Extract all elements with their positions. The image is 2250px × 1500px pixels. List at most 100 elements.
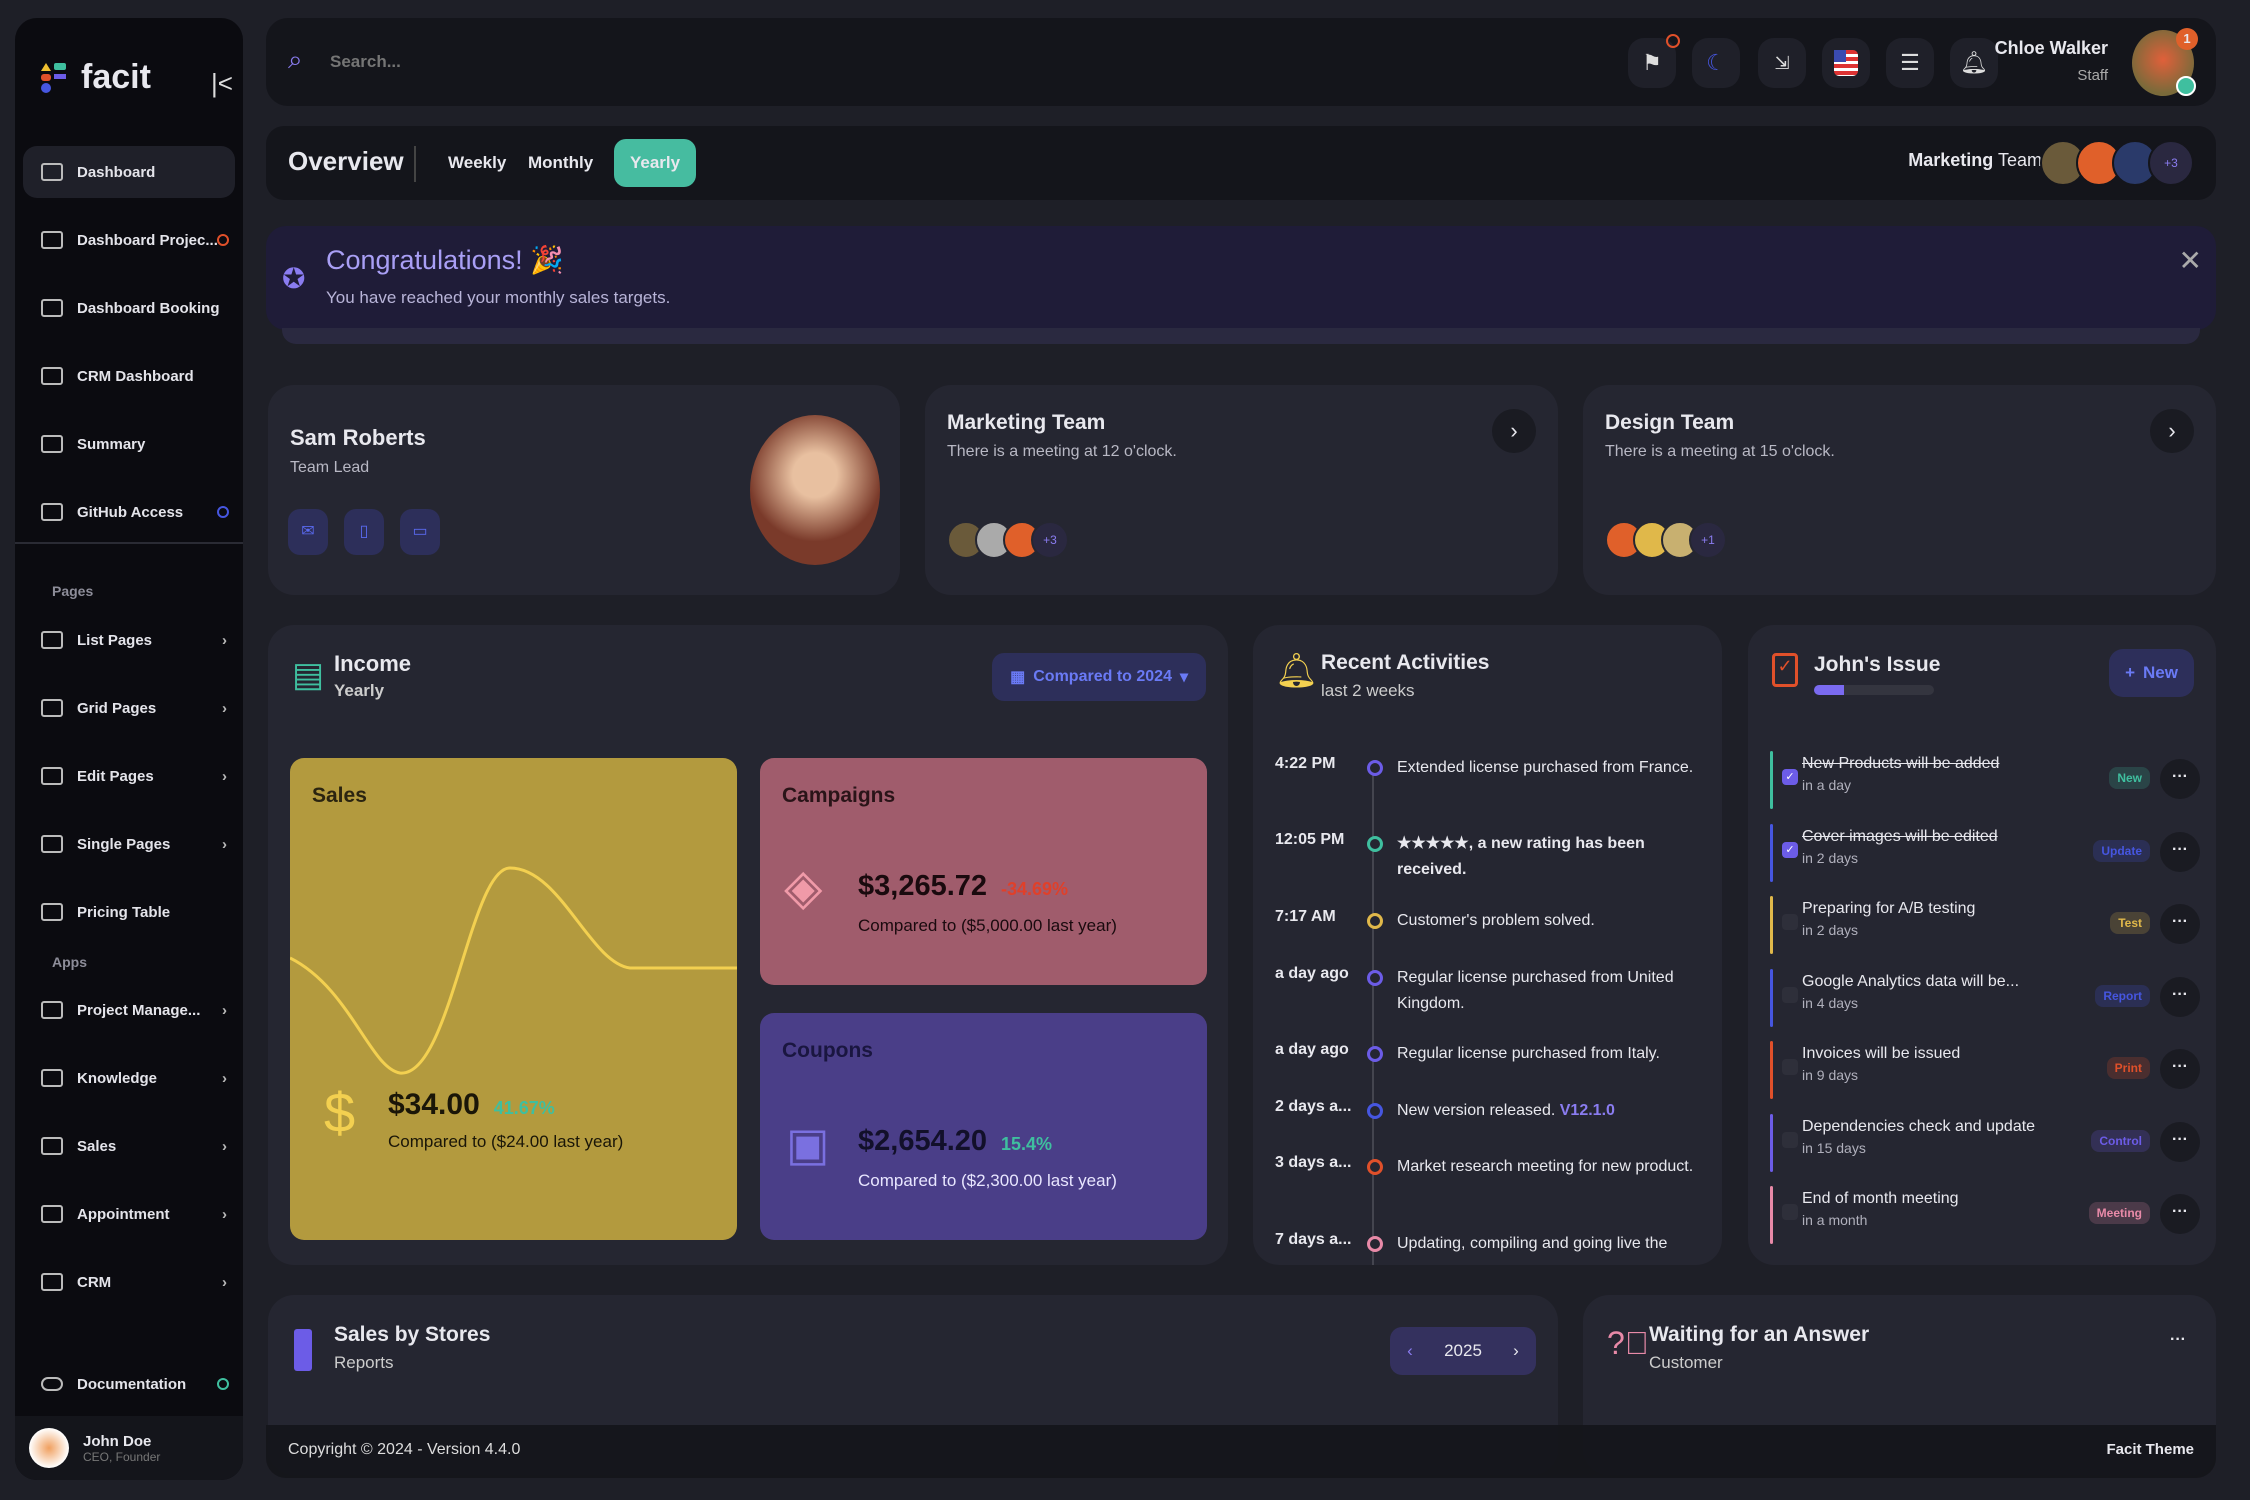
issue-checkbox[interactable]: ✓ [1782,769,1798,785]
calendar-icon: ▦ [1010,669,1026,686]
tab-weekly[interactable]: Weekly [448,153,507,172]
chevron-right-icon[interactable]: › [2150,409,2194,453]
language-button[interactable] [1822,38,1870,88]
activity-time: a day ago [1275,965,1349,982]
issue-checkbox[interactable] [1782,914,1798,930]
message-button[interactable]: ▭ [400,509,440,555]
issue-due: in 2 days [1802,922,1859,938]
sidebar-item-single-pages[interactable]: Single Pages › [23,818,235,870]
activity-text: ★★★★★, a new rating has been received. [1397,835,1645,878]
menu-item-icon [41,503,63,521]
issue-badge: Print [2106,1057,2150,1079]
notifications-button[interactable]: 🔔︎ [1950,38,1998,88]
theme-link[interactable]: Facit Theme [2106,1441,2194,1458]
sidebar-item-project-manage[interactable]: Project Manage... › [23,984,235,1036]
next-year-button[interactable]: › [1513,1341,1519,1360]
tab-yearly[interactable]: Yearly [614,139,697,187]
coupons-value-row: $2,654.20 15.4% [858,1125,1052,1158]
issue-checkbox[interactable] [1782,1131,1798,1148]
progress-fill [1814,685,1844,695]
issue-item[interactable]: Preparing for A/B testing in 2 days Test ··… [1770,896,2200,954]
search-input[interactable] [330,46,830,78]
sidebar-item-crm[interactable]: CRM › [23,1256,235,1308]
issue-item[interactable]: Invoices will be issued in 9 days Print ··· [1770,1041,2200,1099]
sidebar-item-grid-pages[interactable]: Grid Pages › [23,682,235,734]
phone-button[interactable]: ▯ [344,509,384,555]
menu-item-icon [41,367,63,385]
sidebar-user[interactable]: John Doe CEO, Founder [15,1416,243,1480]
dark-mode-button[interactable]: ☾ [1692,38,1740,88]
sidebar-item-label: Project Manage... [77,1001,201,1019]
sidebar-item-pricing-table[interactable]: Pricing Table [23,886,235,938]
team-label: Marketing Team [1908,150,2042,171]
team-avatars[interactable]: +3 [2040,140,2194,186]
menu-item-icon [41,435,63,453]
sidebar-item-dashboard-booking[interactable]: Dashboard Booking [23,282,235,334]
more-options-button[interactable]: ··· [2160,1121,2200,1162]
notification-dot [1666,34,1680,48]
more-options-button[interactable]: ··· [2160,976,2200,1017]
user-menu[interactable]: Chloe Walker Staff [1995,38,2108,84]
settings-button[interactable]: ☰ [1886,38,1934,88]
email-button[interactable]: ✉ [288,509,328,555]
menu-item-icon [41,835,63,853]
card-title: Waiting for an Answer [1649,1323,1870,1346]
new-issue-button[interactable]: + New [2109,649,2194,697]
user-role: Staff [2077,67,2108,84]
tag-icon: ◈ [784,859,823,915]
flag-button[interactable]: ⚑ [1628,34,1680,88]
chevron-right-icon[interactable]: › [1492,409,1536,453]
more-options-button[interactable]: ··· [2160,1194,2200,1234]
chevron-right-icon: › [222,699,227,717]
more-options-button[interactable]: ··· [2160,759,2200,799]
sidebar-item-list-pages[interactable]: List Pages › [23,614,235,666]
close-icon[interactable]: ✕ [2178,245,2202,276]
issue-checkbox[interactable] [1782,1059,1798,1075]
issue-checkbox[interactable] [1782,986,1798,1003]
fullscreen-button[interactable]: ⇲ [1758,38,1806,88]
avatar [2112,140,2158,186]
issue-item[interactable]: Google Analytics data will be... in 4 day… [1770,968,2200,1027]
tab-monthly[interactable]: Monthly [528,153,594,172]
more-options-button[interactable]: ··· [2160,1049,2200,1089]
issue-checkbox[interactable] [1782,1204,1798,1220]
more-options-icon[interactable]: ··· [2170,1331,2186,1348]
sales-tile: Sales $ $34.00 41.67% Compared to ($24.0… [290,758,737,1240]
menu-item-icon [41,1137,63,1155]
more-options-button[interactable]: ··· [2160,831,2200,872]
issue-checkbox[interactable]: ✓ [1782,841,1798,858]
campaigns-value: $3,265.72 [858,870,988,902]
collapse-sidebar-icon[interactable]: |< [211,68,233,98]
campaigns-value-row: $3,265.72 -34.69% [858,870,1068,903]
sidebar-item-label: Grid Pages [77,699,157,717]
marketing-team-card[interactable]: Marketing Team There is a meeting at 12 … [925,385,1558,595]
issue-item[interactable]: Dependencies check and update in 15 days C… [1770,1113,2200,1172]
sidebar-item-dashboard-projec[interactable]: Dashboard Projec... [23,214,235,266]
issue-item[interactable]: ✓ New Products will be added in a day New ··… [1770,751,2200,809]
sidebar-item-summary[interactable]: Summary [23,418,235,470]
sidebar-item-dashboard[interactable]: Dashboard [23,146,235,198]
issue-item[interactable]: End of month meeting in a month Meeting ··· [1770,1186,2200,1244]
sidebar-item-crm-dashboard[interactable]: CRM Dashboard [23,350,235,402]
sidebar-item-label: Dashboard Booking [77,299,220,317]
user-role: CEO, Founder [83,1449,161,1464]
congratulations-alert: ✪ Congratulations! 🎉 You have reached yo… [266,226,2216,344]
sidebar-item-edit-pages[interactable]: Edit Pages › [23,750,235,802]
prev-year-button[interactable]: ‹ [1407,1341,1413,1360]
activity-item: 4:22 PM Extended license purchased from F… [1275,755,1697,781]
more-options-button[interactable]: ··· [2160,904,2200,944]
issue-item[interactable]: ✓ Cover images will be edited in 2 days Upd… [1770,823,2200,882]
brand-logo[interactable]: facit [41,58,151,97]
compare-year-dropdown[interactable]: ▦ Compared to 2024 ▾ [992,653,1206,701]
pages-label: Pages [52,583,94,599]
menu-item-icon [41,1001,63,1019]
sidebar-item-sales[interactable]: Sales › [23,1120,235,1172]
menu-item-icon [41,1205,63,1223]
banner-shadow [282,328,2200,344]
sidebar-item-appointment[interactable]: Appointment › [23,1188,235,1240]
sidebar-item-github-access[interactable]: GitHub Access [23,486,235,538]
sidebar-item-knowledge[interactable]: Knowledge › [23,1052,235,1104]
version-link[interactable]: V12.1.0 [1559,1102,1615,1119]
sidebar-item-documentation[interactable]: Documentation [23,1358,235,1410]
design-team-card[interactable]: Design Team There is a meeting at 15 o'c… [1583,385,2216,595]
